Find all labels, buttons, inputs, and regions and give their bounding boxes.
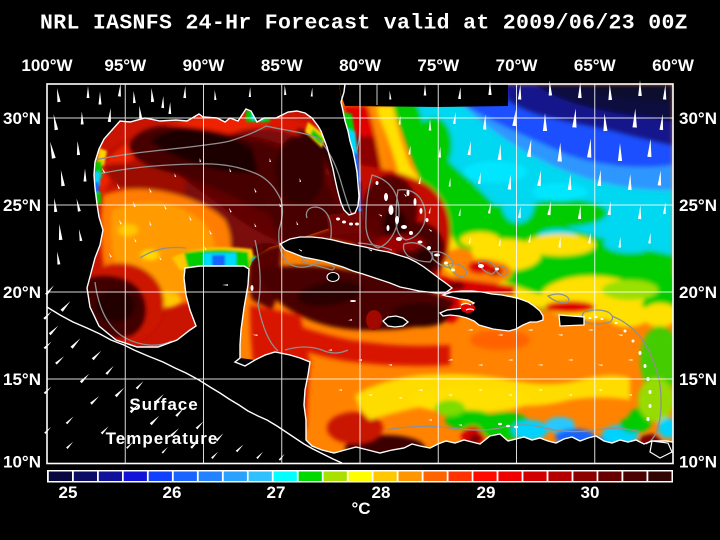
- svg-text:90°W: 90°W: [183, 56, 226, 75]
- svg-text:95°W: 95°W: [104, 56, 147, 75]
- svg-text:60°W: 60°W: [652, 56, 695, 75]
- svg-text:20°N: 20°N: [3, 283, 41, 302]
- svg-text:Surface: Surface: [129, 395, 198, 414]
- svg-text:28: 28: [372, 483, 391, 502]
- svg-text:100°W: 100°W: [21, 56, 73, 75]
- svg-text:75°W: 75°W: [417, 56, 460, 75]
- svg-text:30°N: 30°N: [679, 109, 717, 128]
- svg-text:°C: °C: [351, 499, 370, 518]
- svg-text:10°N: 10°N: [3, 453, 41, 472]
- svg-text:NRL IASNFS 24-Hr Forecast val: NRL IASNFS 24-Hr Forecast valid at 2009/…: [40, 12, 688, 36]
- svg-text:25: 25: [59, 483, 78, 502]
- svg-text:85°W: 85°W: [261, 56, 304, 75]
- svg-text:25°N: 25°N: [679, 196, 717, 215]
- svg-text:65°W: 65°W: [574, 56, 617, 75]
- svg-text:15°N: 15°N: [3, 370, 41, 389]
- svg-text:Temperature: Temperature: [106, 429, 219, 448]
- svg-text:25°N: 25°N: [3, 196, 41, 215]
- svg-text:70°W: 70°W: [496, 56, 539, 75]
- svg-text:29: 29: [477, 483, 496, 502]
- svg-text:26: 26: [163, 483, 182, 502]
- svg-text:27: 27: [267, 483, 286, 502]
- svg-text:15°N: 15°N: [679, 370, 717, 389]
- svg-text:30°N: 30°N: [3, 109, 41, 128]
- svg-text:10°N: 10°N: [679, 453, 717, 472]
- svg-text:20°N: 20°N: [679, 283, 717, 302]
- svg-text:30: 30: [581, 483, 600, 502]
- svg-text:80°W: 80°W: [339, 56, 382, 75]
